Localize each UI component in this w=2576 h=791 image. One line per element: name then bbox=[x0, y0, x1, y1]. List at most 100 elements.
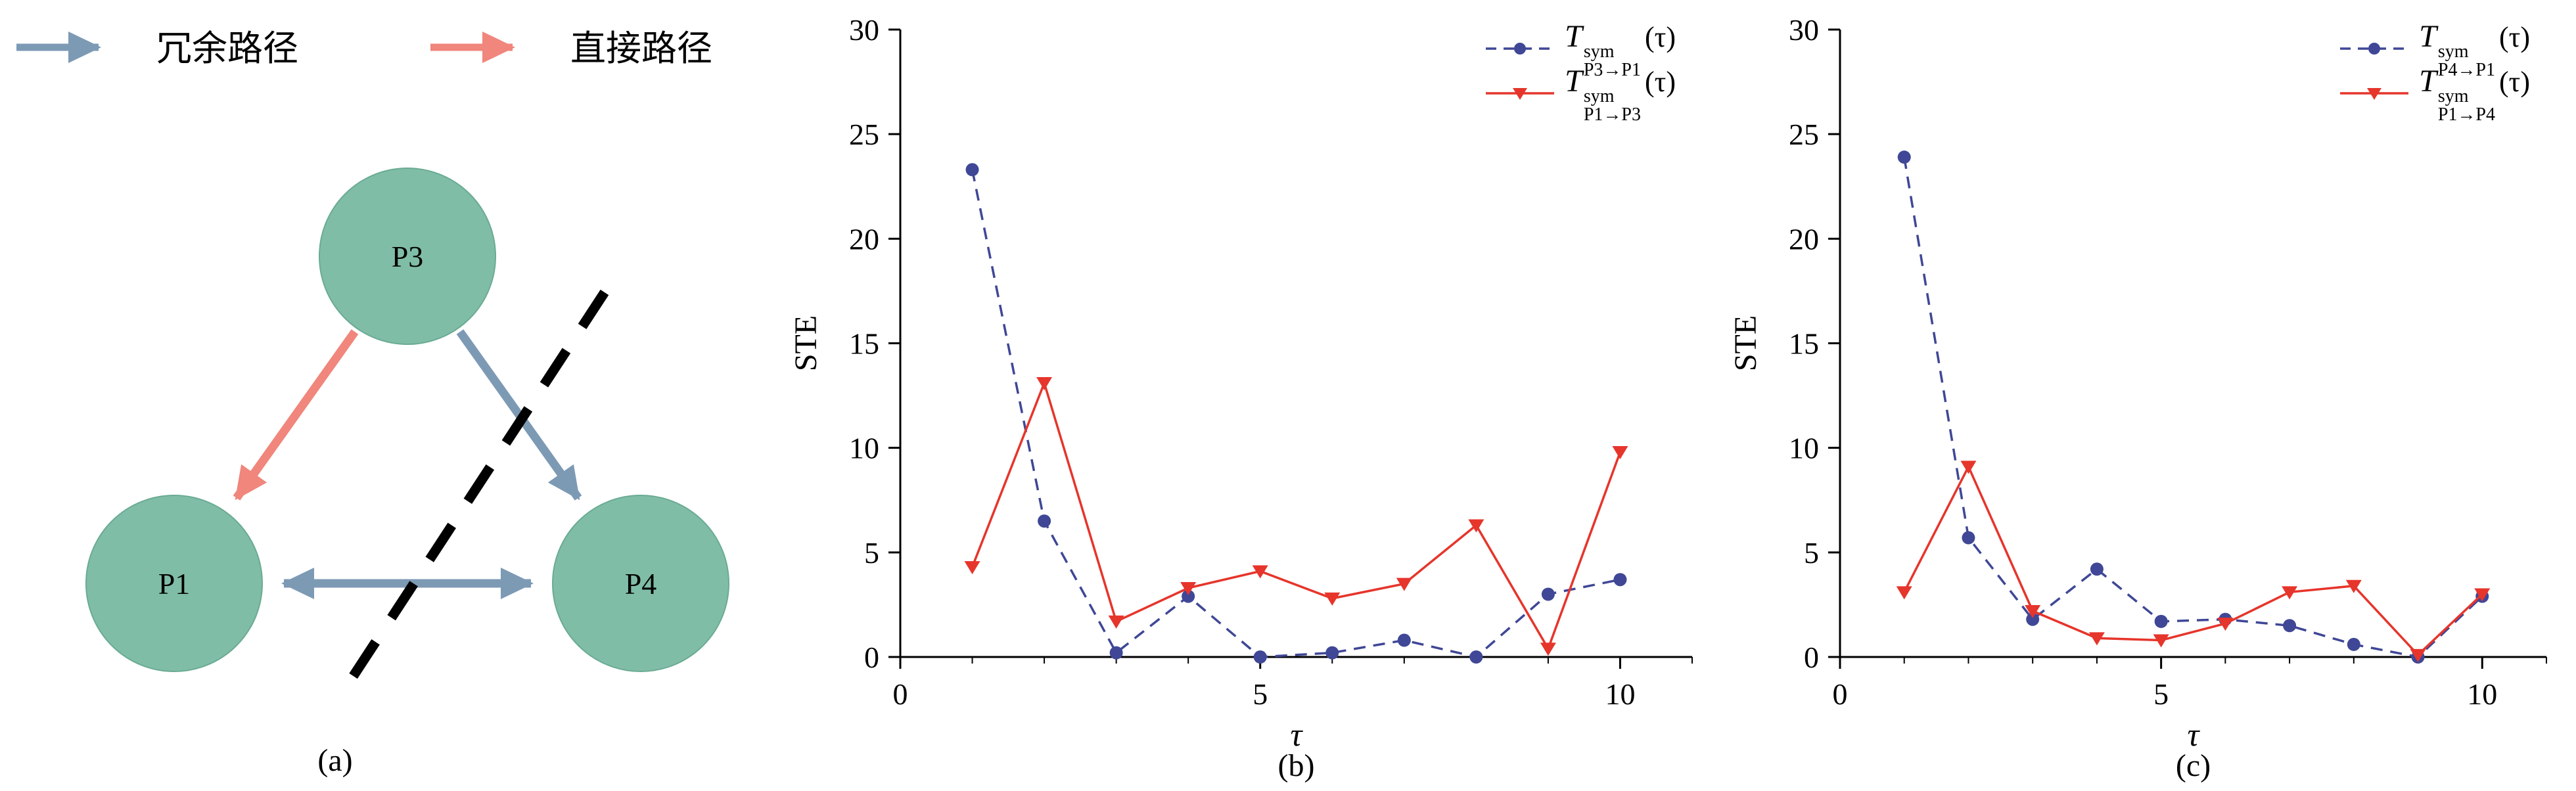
legend-subscript: P1→P4 bbox=[2437, 104, 2495, 125]
chart-b: 0 5 10 15 20 25 30 0 5 10 τ STE bbox=[789, 13, 1693, 753]
x-axis-label: τ bbox=[2188, 716, 2201, 753]
legend-marker-triangle-down bbox=[1513, 88, 1528, 100]
chart-c: 0 5 10 15 20 25 30 0 5 10 τ STE bbox=[1728, 13, 2547, 753]
marker-triangle-down bbox=[1036, 376, 1053, 390]
x-tick-label: 5 bbox=[2153, 677, 2169, 711]
marker-triangle-down bbox=[2345, 579, 2362, 593]
legend-symbol-base: T bbox=[2419, 18, 2437, 54]
marker-triangle-down bbox=[2153, 634, 2169, 648]
legend-sample bbox=[1486, 88, 1555, 100]
marker-triangle-down bbox=[1960, 461, 1977, 474]
panel-label-a: (a) bbox=[317, 743, 353, 778]
legend-symbol-scripts: sym P3→P1 bbox=[1583, 41, 1641, 80]
marker-triangle-down bbox=[1324, 592, 1341, 606]
legend-argument: (τ) bbox=[2499, 65, 2530, 98]
marker-circle bbox=[2026, 612, 2040, 626]
x-tick-label: 0 bbox=[1833, 677, 1848, 711]
legend-argument: (τ) bbox=[1645, 20, 1676, 53]
legend-symbol-base: T bbox=[1565, 63, 1582, 99]
y-tick-label: 0 bbox=[1804, 641, 1819, 674]
panel-label-c: (c) bbox=[2175, 748, 2211, 783]
series-line-T_sym_P1_to_P4 bbox=[1903, 464, 2483, 657]
x-tick-label: 10 bbox=[1605, 677, 1635, 711]
y-tick-label: 20 bbox=[849, 222, 879, 256]
legend-marker-circle bbox=[2368, 43, 2381, 55]
y-tick-label: 20 bbox=[1789, 222, 1819, 256]
marker-circle bbox=[1962, 531, 1975, 545]
marker-circle bbox=[1613, 573, 1627, 587]
marker-triangle-down bbox=[2410, 648, 2426, 662]
x-tick-label: 0 bbox=[893, 677, 908, 711]
legend-symbol-scripts: sym P1→P3 bbox=[1584, 87, 1641, 124]
marker-triangle-down bbox=[1468, 519, 1484, 533]
x-tick-label: 5 bbox=[1253, 677, 1268, 711]
y-tick-label: 30 bbox=[1789, 13, 1819, 47]
legend-argument: (τ) bbox=[2499, 20, 2530, 53]
y-axis-label: STE bbox=[789, 315, 823, 371]
legend-sample bbox=[1486, 43, 1555, 55]
marker-circle bbox=[1469, 650, 1483, 664]
marker-triangle-down bbox=[1180, 581, 1197, 595]
legend-label-redundant: 冗余路径 bbox=[156, 28, 298, 69]
marker-triangle-down bbox=[2088, 632, 2105, 646]
y-axis-label: STE bbox=[1728, 315, 1763, 371]
legend-subscript: P1→P3 bbox=[1583, 104, 1641, 125]
y-tick-label: 30 bbox=[849, 13, 879, 47]
series-line-T_sym_P3_to_P1 bbox=[971, 169, 1621, 658]
legend-superscript: sym bbox=[1583, 41, 1615, 62]
marker-triangle-down bbox=[1612, 446, 1628, 460]
legend-marker-circle bbox=[1514, 43, 1527, 55]
marker-circle bbox=[1325, 646, 1339, 660]
node-p1-label: P1 bbox=[158, 567, 191, 600]
legend-marker-triangle-down bbox=[2367, 88, 2382, 100]
series-line-T_sym_P4_to_P1 bbox=[1902, 156, 2483, 658]
marker-triangle-down bbox=[2025, 604, 2041, 618]
marker-circle bbox=[1541, 587, 1555, 601]
marker-circle bbox=[2347, 637, 2360, 651]
y-tick-label: 25 bbox=[1789, 118, 1819, 151]
legend-subscript: P3→P1 bbox=[1583, 59, 1641, 80]
marker-circle bbox=[1397, 633, 1411, 647]
legend-superscript: sym bbox=[2437, 41, 2469, 62]
marker-triangle-down bbox=[2474, 588, 2491, 602]
legend-superscript: sym bbox=[2437, 85, 2469, 106]
marker-circle bbox=[1038, 514, 1051, 528]
y-tick-label: 10 bbox=[1789, 432, 1819, 465]
legend-sample bbox=[2340, 43, 2409, 55]
marker-circle bbox=[2283, 619, 2297, 633]
x-axis-label: τ bbox=[1291, 716, 1304, 753]
marker-triangle-down bbox=[1252, 565, 1268, 579]
marker-circle bbox=[965, 163, 979, 177]
y-tick-label: 15 bbox=[1789, 327, 1819, 361]
marker-triangle-down bbox=[964, 561, 980, 575]
node-p4-label: P4 bbox=[625, 567, 657, 600]
node-p3-label: P3 bbox=[392, 240, 424, 273]
marker-circle bbox=[1109, 646, 1123, 660]
y-tick-label: 15 bbox=[849, 327, 879, 361]
y-tick-label: 0 bbox=[864, 641, 879, 674]
marker-triangle-down bbox=[2282, 586, 2298, 600]
legend-superscript: sym bbox=[1583, 85, 1615, 106]
panel-label-b: (b) bbox=[1277, 748, 1315, 783]
marker-circle bbox=[1182, 589, 1195, 603]
marker-triangle-down bbox=[1396, 577, 1412, 591]
node-p1 bbox=[85, 495, 263, 672]
legend-subscript: P4→P1 bbox=[2437, 59, 2495, 80]
legend-symbol-base: T bbox=[1565, 18, 1582, 54]
legend-symbol-scripts: sym P1→P4 bbox=[2438, 87, 2495, 124]
legend-symbol-base: T bbox=[2419, 63, 2437, 99]
y-tick-label: 5 bbox=[1804, 536, 1819, 570]
marker-circle bbox=[1897, 150, 1911, 164]
legend-label-direct: 直接路径 bbox=[570, 28, 712, 69]
y-tick-label: 5 bbox=[864, 536, 879, 570]
x-tick-label: 10 bbox=[2467, 677, 2497, 711]
marker-triangle-down bbox=[1108, 615, 1124, 629]
